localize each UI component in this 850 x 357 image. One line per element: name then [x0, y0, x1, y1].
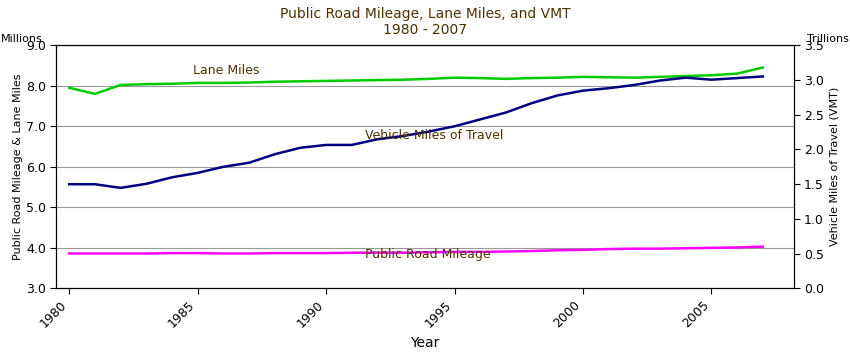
Text: Lane Miles: Lane Miles	[192, 64, 259, 77]
Text: Trillions: Trillions	[807, 34, 849, 44]
Text: Public Road Mileage: Public Road Mileage	[365, 248, 490, 261]
Y-axis label: Vehicle Miles of Travel (VMT): Vehicle Miles of Travel (VMT)	[830, 87, 840, 246]
Title: Public Road Mileage, Lane Miles, and VMT
1980 - 2007: Public Road Mileage, Lane Miles, and VMT…	[280, 7, 570, 37]
Text: Millions: Millions	[1, 34, 42, 44]
X-axis label: Year: Year	[411, 336, 439, 350]
Text: Vehicle Miles of Travel: Vehicle Miles of Travel	[365, 129, 503, 142]
Y-axis label: Public Road Mileage & Lane Miles: Public Road Mileage & Lane Miles	[13, 74, 23, 260]
